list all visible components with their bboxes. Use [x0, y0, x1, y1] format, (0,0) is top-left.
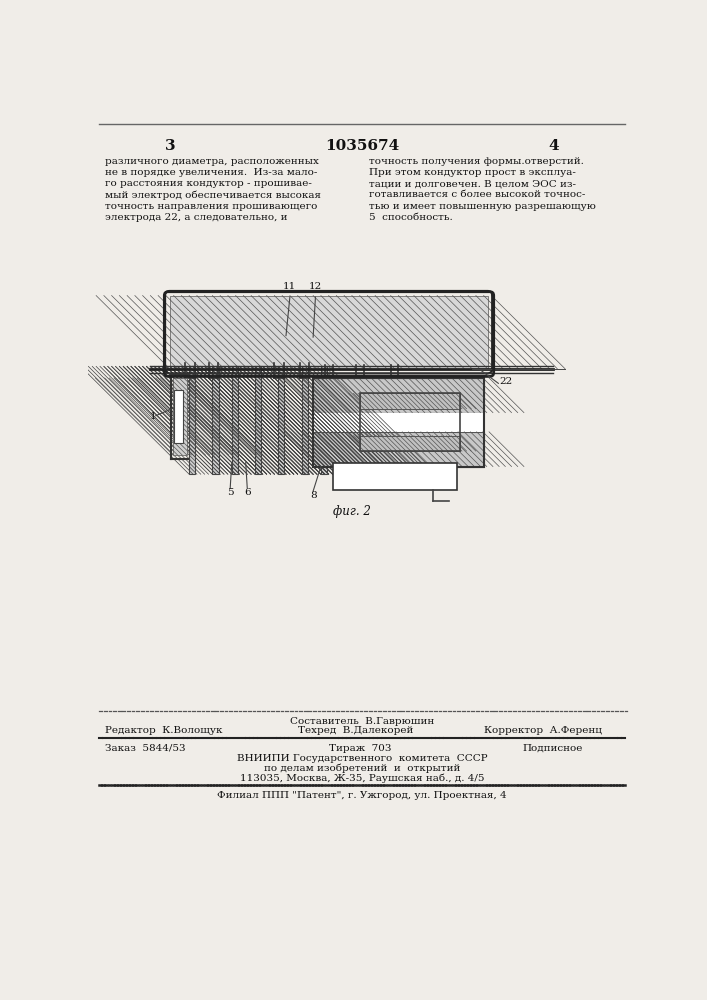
Text: При этом кондуктор прост в эксплуа-: При этом кондуктор прост в эксплуа- — [369, 168, 575, 177]
Bar — [212, 366, 218, 474]
Text: тью и имеет повышенную разрешающую: тью и имеет повышенную разрешающую — [369, 202, 596, 211]
Bar — [255, 366, 261, 474]
Text: 8: 8 — [310, 491, 317, 500]
Text: электрода 22, а следовательно, и: электрода 22, а следовательно, и — [105, 213, 288, 222]
Text: Подписное: Подписное — [522, 744, 583, 753]
Text: 22: 22 — [499, 377, 513, 386]
Text: Редактор  К.Волощук: Редактор К.Волощук — [105, 726, 223, 735]
Text: Составитель  В.Гаврюшин: Составитель В.Гаврюшин — [290, 717, 434, 726]
Bar — [332, 463, 457, 490]
Text: точность направления прошивающего: точность направления прошивающего — [105, 202, 318, 211]
Bar — [232, 366, 238, 474]
Text: 3: 3 — [165, 139, 175, 153]
Text: по делам изобретений  и  открытий: по делам изобретений и открытий — [264, 764, 460, 773]
Text: 4: 4 — [548, 139, 559, 153]
Text: различного диаметра, расположенных: различного диаметра, расположенных — [105, 157, 320, 166]
Text: ВНИИПИ Государственного  комитета  СССР: ВНИИПИ Государственного комитета СССР — [237, 754, 487, 763]
Text: не в порядке увеличения.  Из-за мало-: не в порядке увеличения. Из-за мало- — [105, 168, 318, 177]
Text: точность получения формы.отверстий.: точность получения формы.отверстий. — [369, 157, 584, 166]
Bar — [360, 393, 460, 451]
Text: 5: 5 — [227, 488, 233, 497]
Text: тации и долговечен. В целом ЭОС из-: тации и долговечен. В целом ЭОС из- — [369, 179, 576, 188]
Text: Тираж  703: Тираж 703 — [329, 744, 391, 753]
Text: мый электрод обеспечивается высокая: мый электрод обеспечивается высокая — [105, 190, 322, 200]
Bar — [170, 296, 488, 369]
Bar — [360, 393, 460, 409]
Bar — [313, 378, 484, 413]
Text: Корректор  А.Ференц: Корректор А.Ференц — [484, 726, 602, 735]
Bar — [174, 389, 183, 443]
Text: 1: 1 — [149, 412, 156, 421]
Text: 11: 11 — [284, 282, 296, 291]
Bar — [301, 366, 308, 474]
Text: 12: 12 — [309, 282, 322, 291]
Bar — [313, 413, 484, 432]
Bar — [321, 366, 327, 474]
Bar — [313, 432, 484, 466]
Text: 6: 6 — [244, 488, 250, 497]
Bar — [279, 366, 284, 474]
Text: фиг. 2: фиг. 2 — [333, 505, 370, 518]
Bar — [313, 378, 484, 466]
Text: Филиал ППП "Патент", г. Ужгород, ул. Проектная, 4: Филиал ППП "Патент", г. Ужгород, ул. Про… — [217, 791, 507, 800]
Bar — [173, 378, 187, 455]
Text: Техред  В.Далекорей: Техред В.Далекорей — [298, 726, 413, 735]
Text: 1035674: 1035674 — [325, 139, 399, 153]
Bar — [360, 436, 460, 451]
Text: 113035, Москва, Ж-35, Раушская наб., д. 4/5: 113035, Москва, Ж-35, Раушская наб., д. … — [240, 774, 484, 783]
Text: готавливается с более высокой точнос-: готавливается с более высокой точнос- — [369, 190, 585, 199]
Text: 5  способность.: 5 способность. — [369, 213, 452, 222]
Text: го расстояния кондуктор - прошивае-: го расстояния кондуктор - прошивае- — [105, 179, 312, 188]
Text: Заказ  5844/53: Заказ 5844/53 — [105, 744, 186, 753]
Bar — [189, 366, 195, 474]
